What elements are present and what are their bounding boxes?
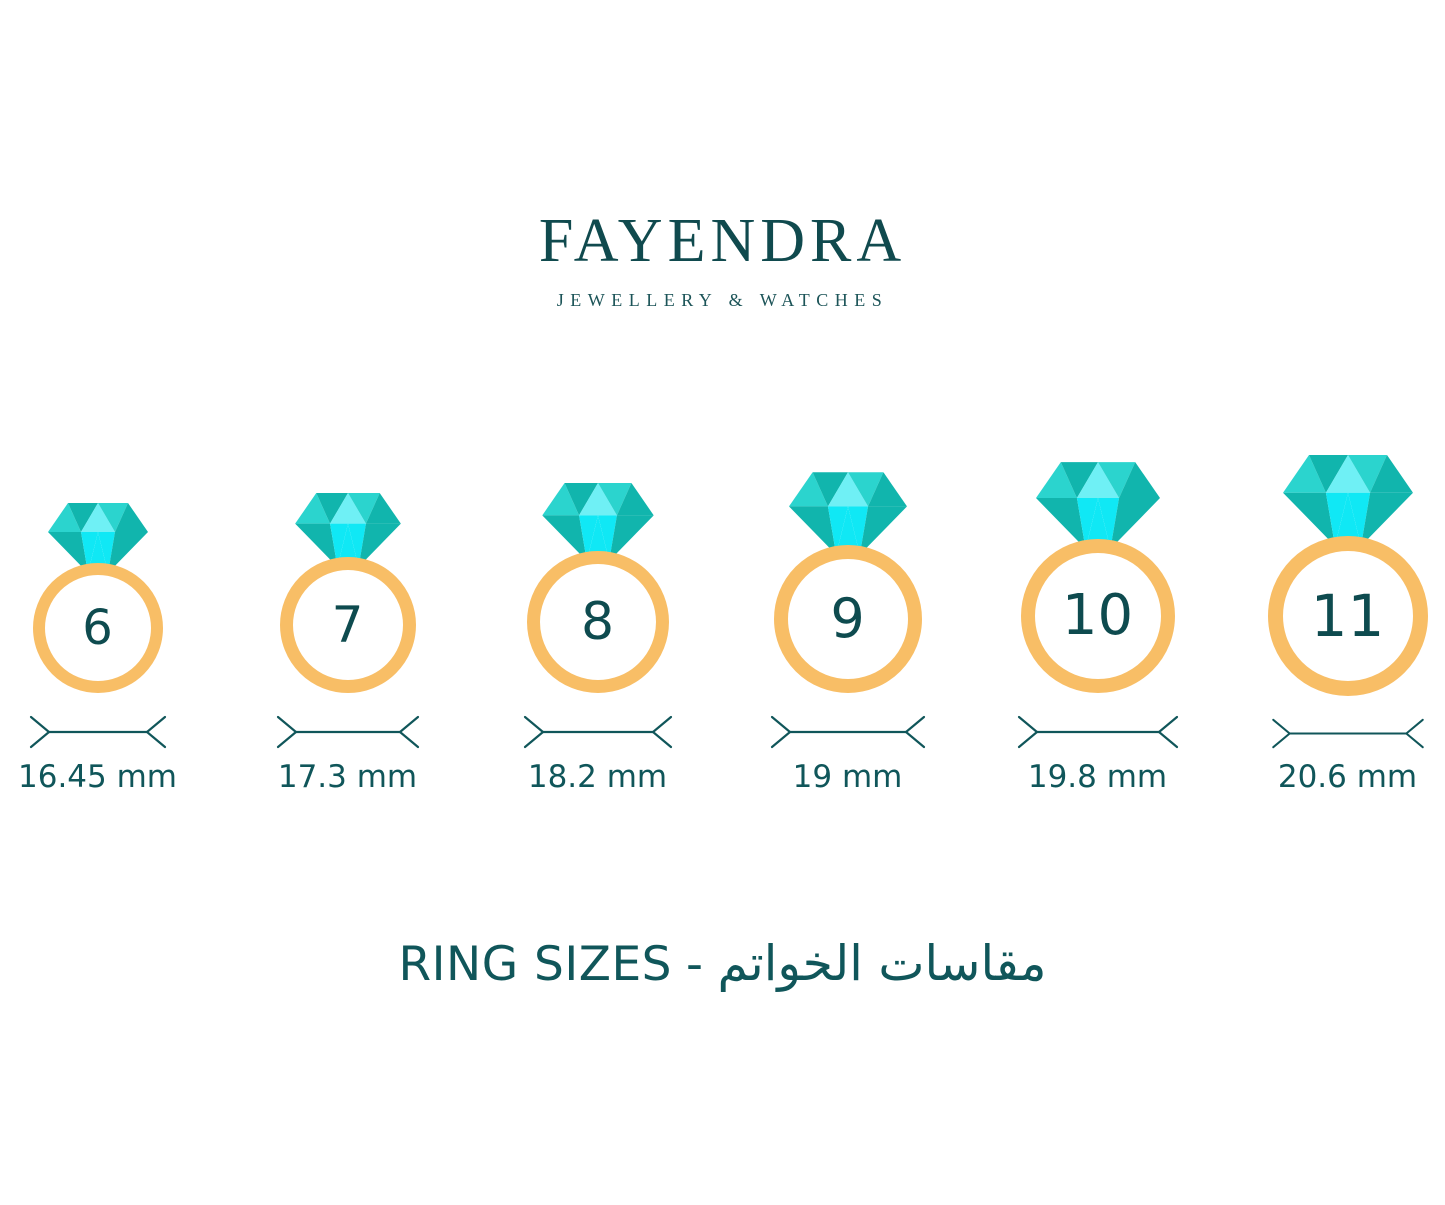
diameter-dimension-line bbox=[29, 715, 166, 749]
brand-logo: FAYENDRA JEWELLERY & WATCHES bbox=[0, 210, 1445, 311]
caption-arabic: مقاسات الخواتم bbox=[717, 935, 1047, 992]
ring-size-row: 6 16.45 mm 7 17.3 mm 8 18.2 mm 9 19 mm 10 19.8 mm… bbox=[0, 455, 1445, 795]
ring-diameter-label: 19.8 mm bbox=[1027, 759, 1168, 795]
ring-diameter-label: 16.45 mm bbox=[18, 759, 177, 795]
ring-size-number: 8 bbox=[580, 592, 615, 652]
caption-english: RING SIZES bbox=[398, 937, 672, 992]
diameter-dimension-line bbox=[1271, 718, 1424, 749]
caption-separator: - bbox=[685, 937, 704, 992]
ring-diameter-label: 17.3 mm bbox=[277, 759, 418, 795]
brand-name: FAYENDRA bbox=[538, 207, 907, 275]
diameter-dimension-line bbox=[276, 715, 419, 749]
ring-band: 6 bbox=[32, 563, 163, 693]
ring-illustration: 7 bbox=[279, 493, 416, 693]
ring-band: 11 bbox=[1267, 536, 1428, 696]
diamond-gem-icon bbox=[1282, 455, 1413, 546]
ring-diameter-label: 18.2 mm bbox=[527, 759, 668, 795]
diamond-gem-icon bbox=[541, 483, 654, 561]
diameter-dimension-line bbox=[523, 715, 672, 749]
ring-illustration: 11 bbox=[1267, 455, 1428, 696]
ring-band: 10 bbox=[1020, 539, 1175, 693]
ring-size-number: 7 bbox=[331, 596, 364, 654]
chart-caption: RING SIZES - مقاسات الخواتم bbox=[0, 935, 1445, 992]
ring-illustration: 9 bbox=[773, 472, 922, 693]
ring-size-cell[interactable]: 9 19 mm bbox=[753, 455, 943, 795]
ring-band: 8 bbox=[526, 551, 669, 693]
diameter-dimension-line bbox=[1017, 715, 1178, 749]
ring-size-number: 10 bbox=[1061, 583, 1134, 648]
ring-size-cell[interactable]: 11 20.6 mm bbox=[1253, 455, 1443, 795]
ring-size-number: 11 bbox=[1310, 582, 1385, 650]
ring-diameter-label: 20.6 mm bbox=[1277, 759, 1418, 795]
ring-size-cell[interactable]: 7 17.3 mm bbox=[253, 455, 443, 795]
ring-illustration: 6 bbox=[32, 503, 163, 693]
ring-size-number: 6 bbox=[82, 600, 113, 656]
ring-band: 7 bbox=[279, 557, 416, 693]
diamond-gem-icon bbox=[1035, 462, 1160, 549]
ring-size-cell[interactable]: 6 16.45 mm bbox=[3, 455, 193, 795]
diamond-gem-icon bbox=[47, 503, 148, 573]
diameter-dimension-line bbox=[770, 715, 925, 749]
diamond-gem-icon bbox=[788, 472, 907, 555]
ring-illustration: 8 bbox=[526, 483, 669, 693]
diamond-gem-icon bbox=[294, 493, 401, 567]
ring-band: 9 bbox=[773, 545, 922, 693]
ring-size-cell[interactable]: 8 18.2 mm bbox=[503, 455, 693, 795]
brand-tagline: JEWELLERY & WATCHES bbox=[556, 290, 889, 310]
ring-size-number: 9 bbox=[830, 587, 865, 650]
ring-illustration: 10 bbox=[1020, 462, 1175, 693]
ring-diameter-label: 19 mm bbox=[792, 759, 903, 795]
ring-size-cell[interactable]: 10 19.8 mm bbox=[1003, 455, 1193, 795]
